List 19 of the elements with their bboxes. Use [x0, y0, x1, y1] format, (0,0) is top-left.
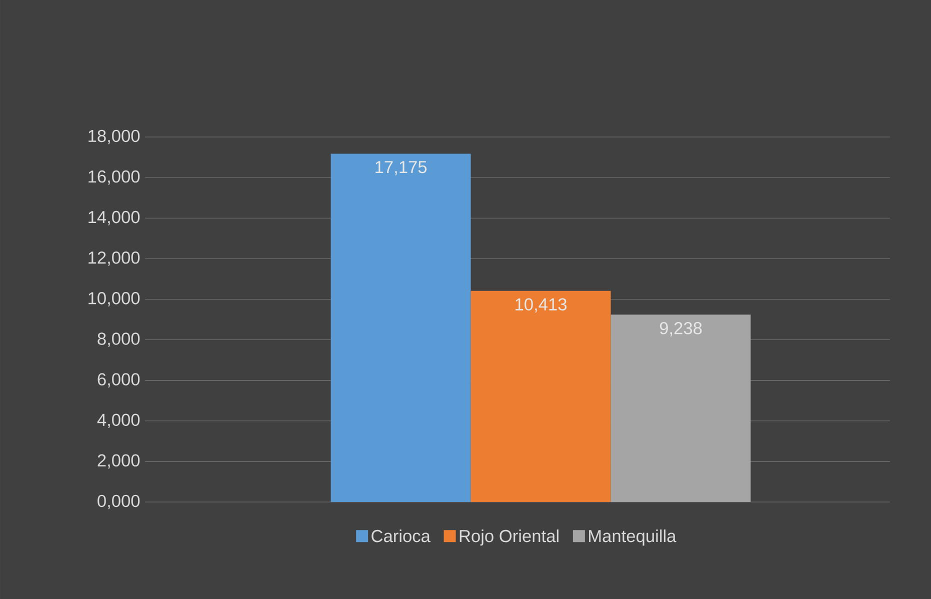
data-label: 10,413 [516, 298, 567, 313]
legend-label: Carioca [372, 529, 430, 542]
y-tick-label: 18,000 [88, 130, 140, 144]
bar [610, 314, 751, 502]
bar [330, 154, 471, 502]
y-tick-label: 8,000 [98, 332, 140, 347]
y-tick-label: 2,000 [98, 454, 140, 469]
y-tick-label: 4,000 [97, 414, 140, 428]
data-label: 17,175 [376, 161, 427, 176]
y-tick-label: 0,000 [98, 494, 140, 510]
legend-label: Rojo Oriental [460, 529, 558, 546]
legend-label: Mantequilla [589, 529, 676, 546]
data-label: 9,238 [660, 322, 702, 336]
bar [470, 290, 611, 502]
y-tick-label: 14,000 [88, 210, 140, 226]
y-tick-label: 12,000 [88, 251, 140, 266]
y-tick-label: 10,000 [88, 292, 140, 306]
y-tick-label: 6,000 [98, 373, 140, 388]
y-tick-label: 16,000 [88, 170, 140, 185]
